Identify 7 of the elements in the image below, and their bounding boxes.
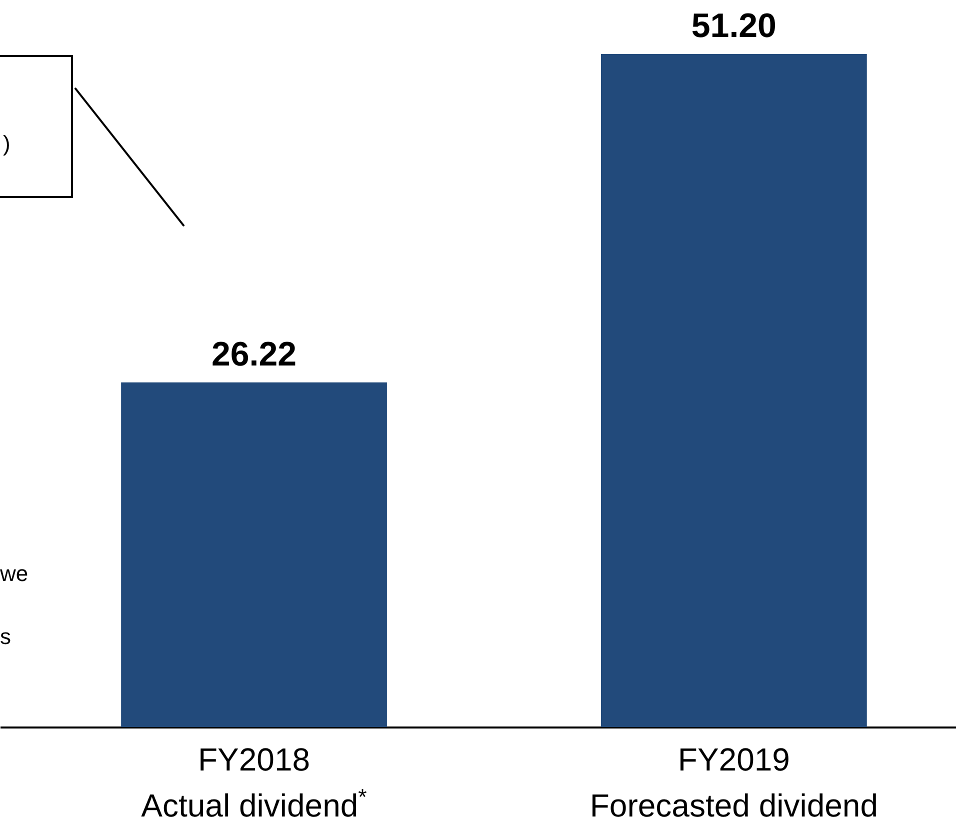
data-label: 26.22 [211,335,297,374]
data-label: 51.20 [691,7,776,45]
annotation: s [0,624,11,650]
annotation: we [0,561,28,587]
x-tick-label: FY2018 Actual dividend$^{*}$ [141,742,368,824]
x-tick-label: FY2019 Forecasted dividend [590,742,878,824]
annotation: ) [3,131,10,157]
